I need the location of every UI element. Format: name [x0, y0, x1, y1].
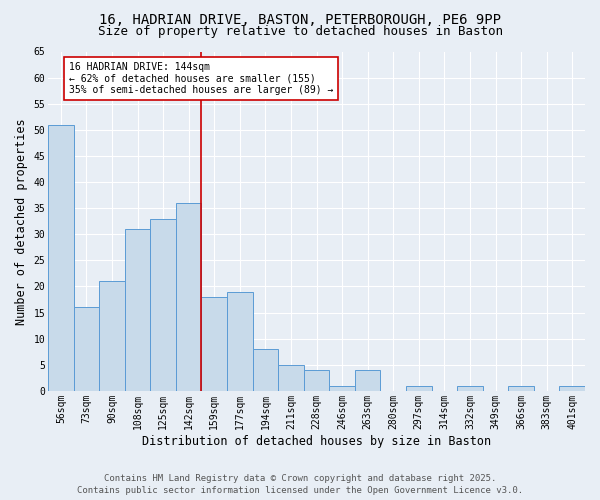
Bar — [151, 218, 176, 391]
Text: 16, HADRIAN DRIVE, BASTON, PETERBOROUGH, PE6 9PP: 16, HADRIAN DRIVE, BASTON, PETERBOROUGH,… — [99, 12, 501, 26]
Bar — [125, 229, 151, 391]
Bar — [176, 203, 202, 391]
Bar — [227, 292, 253, 391]
Bar — [508, 386, 534, 391]
Bar — [278, 365, 304, 391]
Text: Size of property relative to detached houses in Baston: Size of property relative to detached ho… — [97, 25, 503, 38]
Y-axis label: Number of detached properties: Number of detached properties — [15, 118, 28, 324]
Bar — [406, 386, 431, 391]
Text: Contains HM Land Registry data © Crown copyright and database right 2025.
Contai: Contains HM Land Registry data © Crown c… — [77, 474, 523, 495]
Bar — [202, 297, 227, 391]
X-axis label: Distribution of detached houses by size in Baston: Distribution of detached houses by size … — [142, 434, 491, 448]
Bar — [253, 349, 278, 391]
Text: 16 HADRIAN DRIVE: 144sqm
← 62% of detached houses are smaller (155)
35% of semi-: 16 HADRIAN DRIVE: 144sqm ← 62% of detach… — [68, 62, 333, 95]
Bar — [74, 308, 99, 391]
Bar — [48, 124, 74, 391]
Bar — [559, 386, 585, 391]
Bar — [329, 386, 355, 391]
Bar — [99, 282, 125, 391]
Bar — [355, 370, 380, 391]
Bar — [457, 386, 483, 391]
Bar — [304, 370, 329, 391]
